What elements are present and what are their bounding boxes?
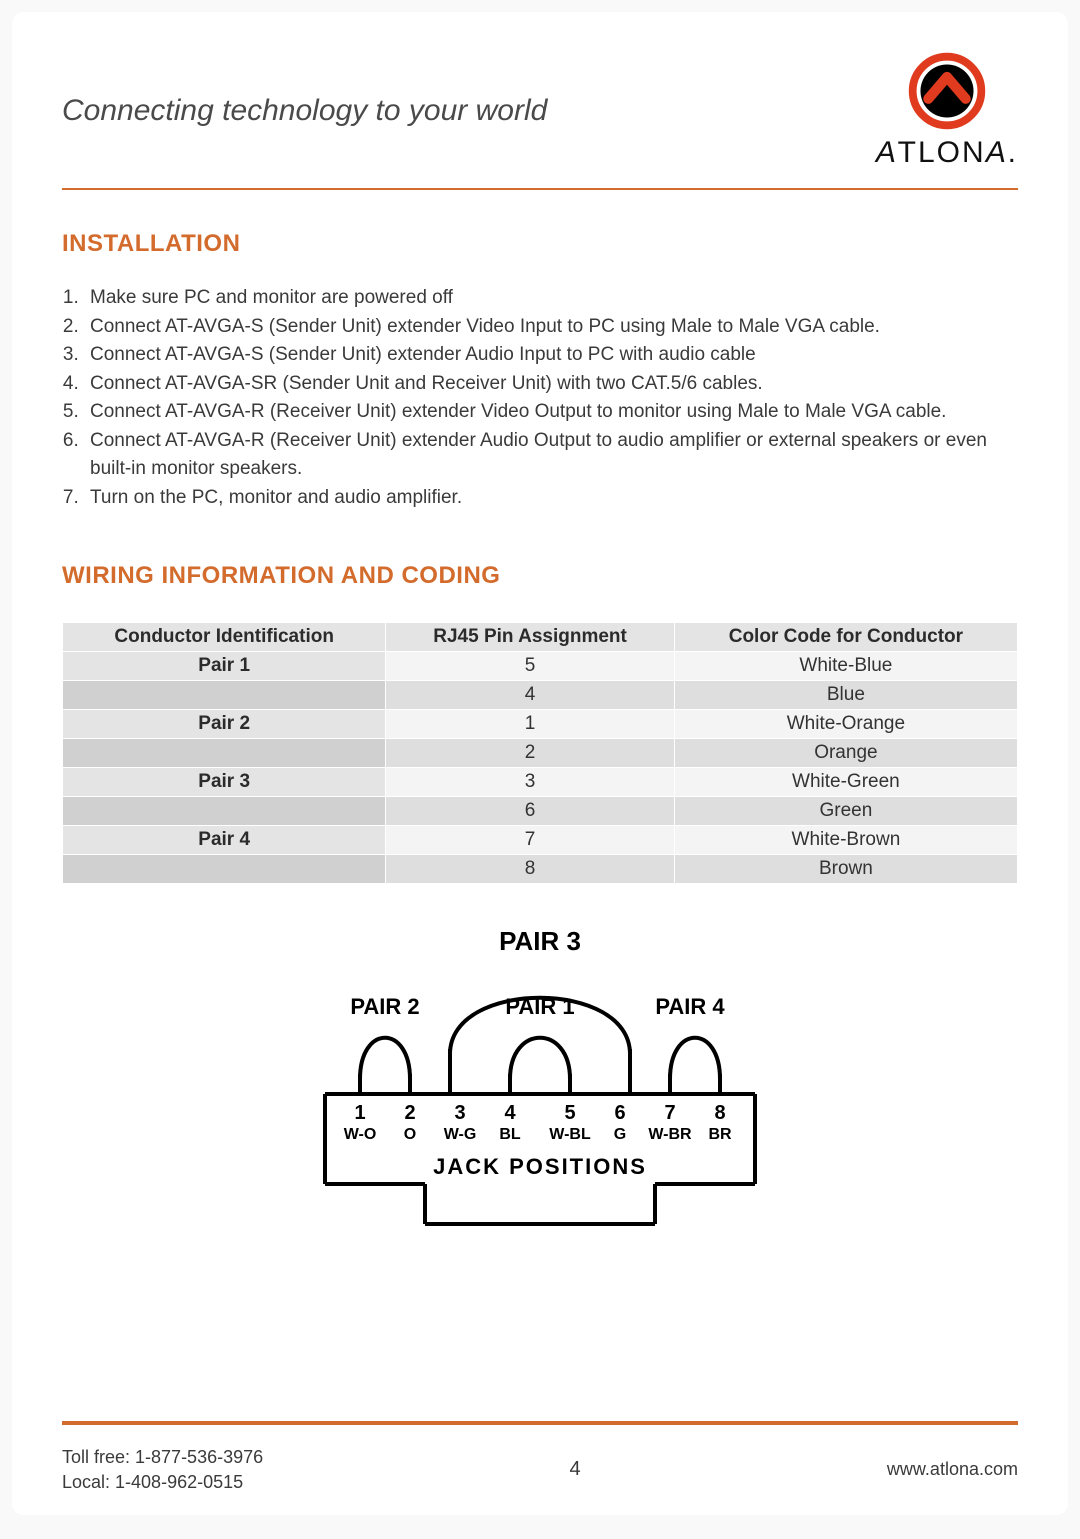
cell-pin: 2 — [386, 739, 674, 768]
page-header: Connecting technology to your world ATLO… — [62, 52, 1018, 190]
rj45-pair-diagram: PAIR 3 PAIR 2 PAIR 1 PAIR 4 — [62, 924, 1018, 1234]
diagram-pin-code: W-BL — [549, 1126, 591, 1143]
diagram-pair4-label: PAIR 4 — [655, 994, 725, 1019]
diagram-pin-code: O — [404, 1126, 416, 1143]
footer-local: Local: 1-408-962-0515 — [62, 1470, 263, 1495]
diagram-pin-code: W-G — [444, 1126, 477, 1143]
diagram-pin-code: BR — [708, 1126, 732, 1143]
cell-color: White-Brown — [674, 826, 1017, 855]
cell-color: White-Orange — [674, 710, 1017, 739]
table-row: 2Orange — [63, 739, 1018, 768]
cell-pin: 3 — [386, 768, 674, 797]
footer-tollfree: Toll free: 1-877-536-3976 — [62, 1445, 263, 1470]
cell-conductor-id: Pair 4 — [63, 826, 386, 855]
cell-pin: 1 — [386, 710, 674, 739]
page-footer: Toll free: 1-877-536-3976 Local: 1-408-9… — [62, 1421, 1018, 1495]
table-header-row: Conductor Identification RJ45 Pin Assign… — [63, 623, 1018, 652]
table-row: Pair 21White-Orange — [63, 710, 1018, 739]
cell-conductor-id — [63, 797, 386, 826]
table-row: 6Green — [63, 797, 1018, 826]
atlona-logo-icon — [876, 52, 1018, 130]
cell-color: White-Green — [674, 768, 1017, 797]
diagram-pin-number: 6 — [614, 1102, 625, 1124]
install-step: Make sure PC and monitor are powered off — [84, 284, 1018, 313]
diagram-pin-number: 1 — [354, 1102, 365, 1124]
install-step: Connect AT-AVGA-R (Receiver Unit) extend… — [84, 427, 1018, 484]
cell-pin: 6 — [386, 797, 674, 826]
diagram-pin-number: 2 — [404, 1102, 415, 1124]
table-row: Pair 15White-Blue — [63, 652, 1018, 681]
diagram-pin-code: W-BR — [648, 1126, 692, 1143]
col-conductor-id: Conductor Identification — [63, 623, 386, 652]
tagline: Connecting technology to your world — [62, 94, 547, 128]
cell-pin: 5 — [386, 652, 674, 681]
diagram-pin-number: 5 — [564, 1102, 575, 1124]
cell-color: Brown — [674, 855, 1017, 884]
installation-step-list: Make sure PC and monitor are powered off… — [62, 284, 1018, 512]
diagram-pair3-label: PAIR 3 — [499, 926, 581, 956]
cell-pin: 7 — [386, 826, 674, 855]
cell-color: Blue — [674, 681, 1017, 710]
diagram-pin-number: 4 — [504, 1102, 516, 1124]
diagram-pin-number: 8 — [714, 1102, 725, 1124]
cell-color: Green — [674, 797, 1017, 826]
diagram-pair1-label: PAIR 1 — [505, 994, 574, 1019]
cell-conductor-id: Pair 3 — [63, 768, 386, 797]
cell-color: White-Blue — [674, 652, 1017, 681]
diagram-pin-code: G — [614, 1126, 626, 1143]
install-step: Connect AT-AVGA-S (Sender Unit) extender… — [84, 313, 1018, 342]
page-number: 4 — [569, 1458, 580, 1481]
wiring-title: WIRING INFORMATION AND CODING — [62, 562, 1018, 590]
table-row: Pair 47White-Brown — [63, 826, 1018, 855]
col-color-code: Color Code for Conductor — [674, 623, 1017, 652]
cell-conductor-id — [63, 855, 386, 884]
cell-pin: 8 — [386, 855, 674, 884]
cell-pin: 4 — [386, 681, 674, 710]
wiring-table: Conductor Identification RJ45 Pin Assign… — [62, 622, 1018, 884]
diagram-jack-title: JACK POSITIONS — [433, 1154, 647, 1179]
install-step: Connect AT-AVGA-SR (Sender Unit and Rece… — [84, 370, 1018, 399]
diagram-pair2-label: PAIR 2 — [350, 994, 419, 1019]
table-row: 8Brown — [63, 855, 1018, 884]
diagram-pin-code: BL — [499, 1126, 521, 1143]
cell-conductor-id — [63, 681, 386, 710]
install-step: Connect AT-AVGA-S (Sender Unit) extender… — [84, 341, 1018, 370]
page: Connecting technology to your world ATLO… — [12, 12, 1068, 1515]
install-step: Connect AT-AVGA-R (Receiver Unit) extend… — [84, 398, 1018, 427]
brand-wordmark: ATLONA. — [876, 136, 1018, 170]
diagram-pin-code: W-O — [344, 1126, 377, 1143]
brand-logo: ATLONA. — [876, 52, 1018, 170]
diagram-pin-number: 7 — [664, 1102, 675, 1124]
footer-url: www.atlona.com — [887, 1459, 1018, 1480]
install-step: Turn on the PC, monitor and audio amplif… — [84, 484, 1018, 513]
cell-conductor-id: Pair 2 — [63, 710, 386, 739]
table-row: Pair 33White-Green — [63, 768, 1018, 797]
col-rj45-pin: RJ45 Pin Assignment — [386, 623, 674, 652]
cell-conductor-id — [63, 739, 386, 768]
footer-contact: Toll free: 1-877-536-3976 Local: 1-408-9… — [62, 1445, 263, 1495]
cell-color: Orange — [674, 739, 1017, 768]
table-row: 4Blue — [63, 681, 1018, 710]
installation-title: INSTALLATION — [62, 230, 1018, 258]
cell-conductor-id: Pair 1 — [63, 652, 386, 681]
diagram-pin-number: 3 — [454, 1102, 465, 1124]
